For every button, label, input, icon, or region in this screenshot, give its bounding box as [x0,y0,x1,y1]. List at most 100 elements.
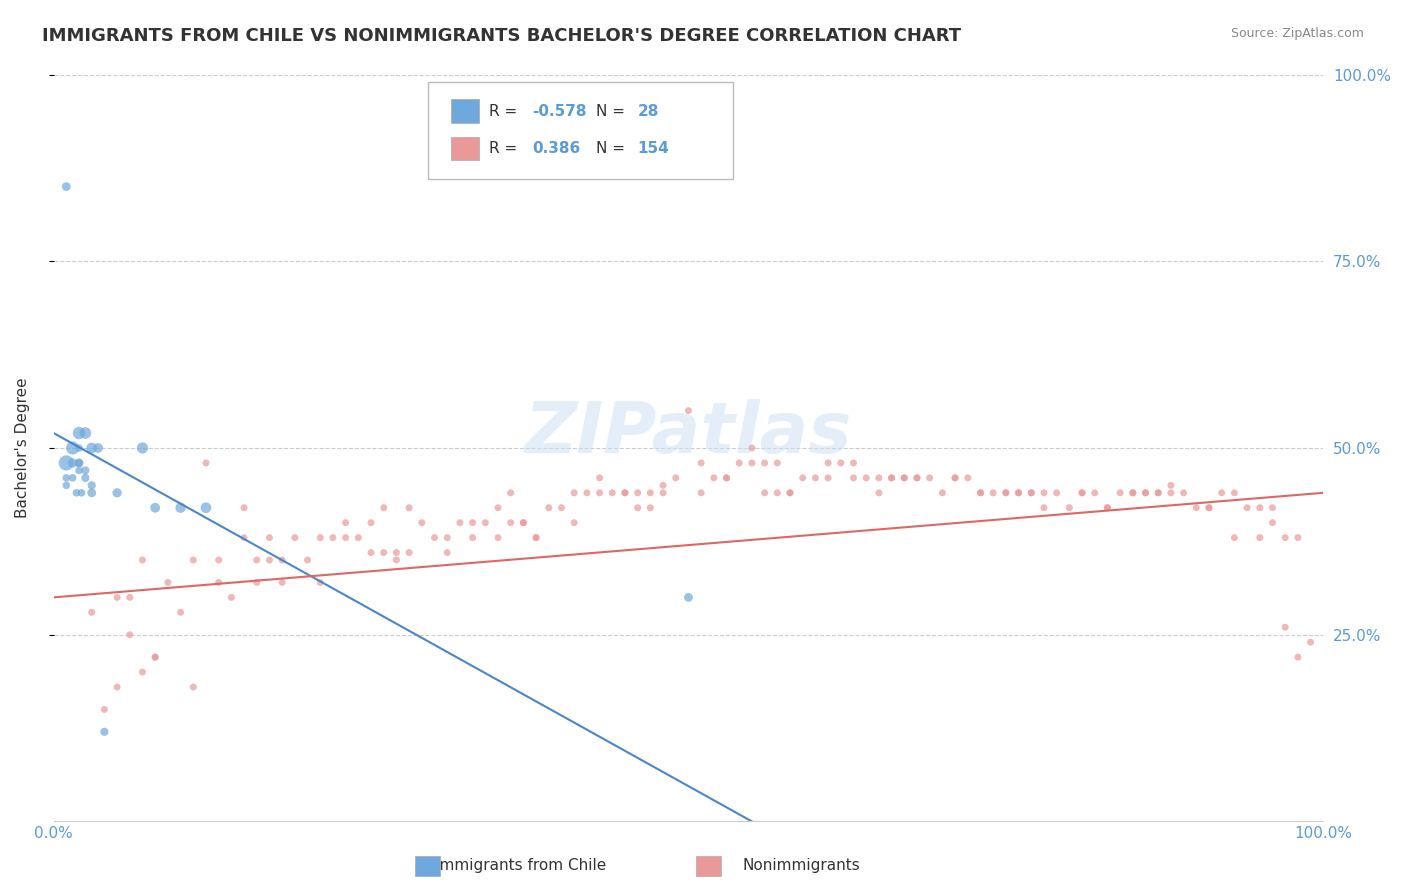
Point [1249,500,1271,515]
Point [981,485,1004,500]
Point [779,485,801,500]
Point [1135,485,1157,500]
Text: -0.578: -0.578 [533,103,586,119]
Point [70,485,93,500]
Point [131,665,153,679]
Point [1236,500,1258,515]
FancyBboxPatch shape [451,136,479,161]
Point [830,456,852,470]
Point [1286,650,1309,665]
Point [208,553,231,567]
Point [994,485,1017,500]
Point [385,553,408,567]
Point [1198,500,1220,515]
Point [766,456,789,470]
Text: Nonimmigrants: Nonimmigrants [742,858,860,872]
Point [1007,485,1029,500]
Point [67,456,90,470]
Point [105,591,128,605]
Point [1274,531,1296,545]
Point [259,531,281,545]
Point [804,471,827,485]
Point [868,485,890,500]
Point [181,553,204,567]
Point [1261,516,1284,530]
Point [118,591,141,605]
Point [880,471,903,485]
Point [169,500,191,515]
Point [690,485,713,500]
Point [499,516,522,530]
Point [600,485,623,500]
Point [842,456,865,470]
Point [1261,500,1284,515]
Text: 28: 28 [638,103,659,119]
Point [1185,500,1208,515]
Point [93,724,115,739]
FancyBboxPatch shape [451,99,479,123]
Point [1198,500,1220,515]
Point [259,553,281,567]
Point [716,471,738,485]
Point [335,531,357,545]
Point [322,531,344,545]
Point [893,471,915,485]
Point [1147,485,1170,500]
Point [233,531,256,545]
Point [969,485,991,500]
Point [486,500,509,515]
Point [588,471,610,485]
Point [105,485,128,500]
Point [855,471,877,485]
Point [562,485,585,500]
Point [398,545,420,559]
Point [1160,485,1182,500]
Point [665,471,688,485]
Point [271,553,294,567]
Point [969,485,991,500]
Text: R =: R = [489,141,522,156]
Point [246,553,269,567]
Point [1019,485,1042,500]
Point [62,471,84,485]
Point [716,471,738,485]
Point [728,456,751,470]
Point [690,456,713,470]
Text: N =: N = [596,141,630,156]
Point [627,500,650,515]
Point [75,425,97,440]
Point [868,471,890,485]
Point [893,471,915,485]
Point [1032,500,1054,515]
Point [792,471,814,485]
Point [398,500,420,515]
Point [55,471,77,485]
Point [62,456,84,470]
Point [360,545,382,559]
Point [131,553,153,567]
Point [1173,485,1195,500]
Point [588,485,610,500]
Point [1097,500,1119,515]
Point [1211,485,1233,500]
Point [169,605,191,619]
Text: Immigrants from Chile: Immigrants from Chile [434,858,606,872]
Point [1109,485,1132,500]
Text: 154: 154 [638,141,669,156]
Point [931,485,953,500]
Point [1046,485,1069,500]
Point [194,500,217,515]
Point [741,441,763,455]
Point [524,531,547,545]
Point [918,471,941,485]
Point [436,531,458,545]
Point [817,471,839,485]
Point [1223,485,1246,500]
Point [880,471,903,485]
Point [80,485,103,500]
Point [1122,485,1144,500]
Point [80,441,103,455]
Point [55,456,77,470]
Point [754,456,776,470]
Point [640,500,662,515]
